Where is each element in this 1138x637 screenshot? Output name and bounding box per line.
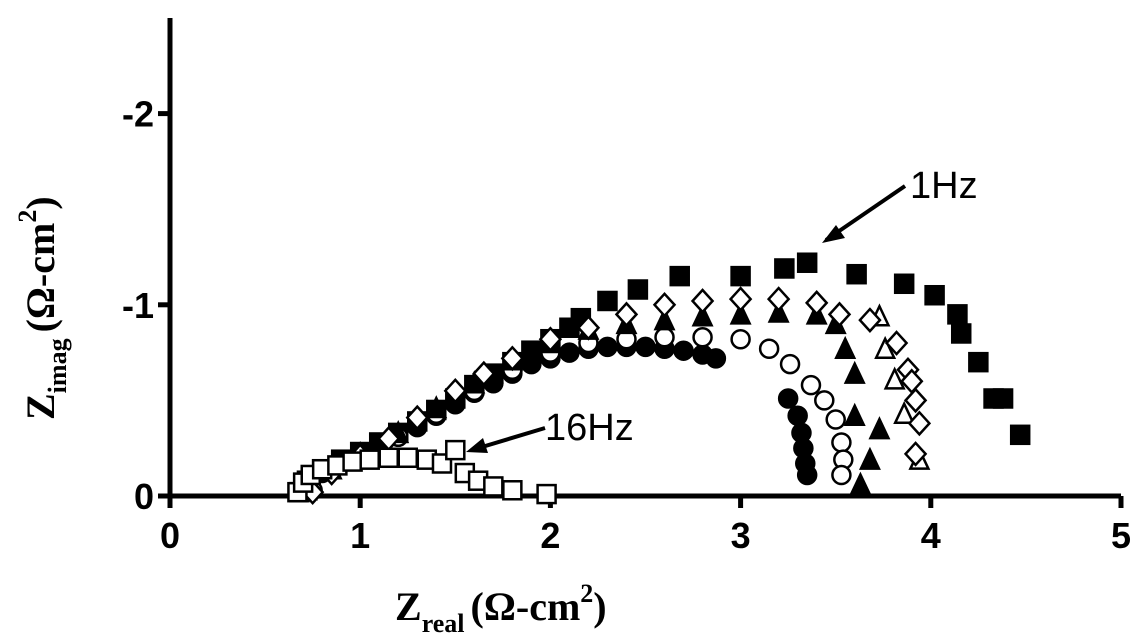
data-point [903,441,928,467]
x-label-unit: (Ω-cm [471,584,581,629]
data-point [796,252,818,273]
x-tick-label: 2 [540,515,560,556]
data-point [883,366,906,390]
x-tick-label: 4 [921,515,941,556]
data-point [576,314,601,341]
arrow-head [466,438,488,453]
data-point [834,335,857,360]
data-point [766,286,791,312]
data-point [728,286,753,312]
annotation: 16Hz [545,407,634,449]
data-point [796,464,818,486]
data-point [692,327,713,348]
data-point [800,374,822,396]
data-point [893,273,915,295]
data-point [767,299,790,323]
data-point [730,328,751,350]
data-point [654,327,675,348]
y-label-main: Z [18,393,63,420]
data-point [858,446,881,470]
data-point [521,353,542,375]
data-point [950,323,972,344]
data-point [359,449,380,470]
x-label-main: Z [395,584,422,629]
data-point [378,447,399,469]
data-point [559,342,580,363]
x-tick-label: 3 [731,515,751,556]
y-tick-label: -1 [122,285,154,326]
y-label-unit: (Ω-cm [18,223,63,333]
y-label-sup: 2 [13,210,42,223]
x-tick-label: 1 [350,515,370,556]
data-point [947,304,968,325]
x-label-close: ) [593,584,606,629]
data-point [779,353,801,375]
arrow-head [822,225,845,243]
data-point [614,301,639,328]
data-point [597,336,618,358]
data-point [774,258,795,279]
data-point [825,409,846,430]
data-point [627,279,649,300]
data-point [846,263,867,285]
data-point [884,330,909,356]
data-point [787,405,808,426]
data-point [425,395,448,419]
data-point [597,290,618,312]
data-point [777,388,799,409]
data-point [831,432,852,453]
data-point [445,439,466,461]
y-tick-label: -2 [122,94,154,135]
annotation: 1Hz [910,165,978,207]
data-point [903,387,928,414]
y-axis-label: Zimag (Ω-cm2) [13,196,72,420]
y-label-close: ) [18,196,63,209]
data-point [669,265,690,287]
data-point [635,336,656,358]
data-point [502,480,523,501]
x-tick-label: 0 [160,515,180,556]
data-point [705,348,727,369]
data-point [652,291,677,318]
data-point [483,476,504,497]
data-point [463,370,486,394]
data-point [868,416,891,440]
data-point [690,288,715,314]
x-label-sub: real [422,609,465,637]
data-point [831,464,852,486]
data-point [691,303,714,327]
data-point [827,301,852,328]
data-point [472,360,496,387]
data-point [673,340,694,361]
data-point [538,326,563,353]
data-point [992,388,1014,409]
x-axis-label: Zreal (Ω-cm2) [395,579,607,637]
data-point [843,360,866,384]
data-point [397,447,418,469]
data-point [907,410,932,437]
data-point [858,307,882,333]
y-label-sub: imag [43,338,72,393]
data-point [849,471,872,495]
y-tick-label: 0 [134,476,154,517]
data-point [968,351,989,373]
data-point [536,483,557,505]
x-label-sup: 2 [580,579,593,608]
data-point [843,402,866,426]
data-point [342,451,363,472]
data-point [893,400,916,425]
data-point [653,307,676,331]
data-point [804,290,829,316]
data-point [1009,424,1031,446]
data-point [500,345,525,372]
data-point [924,284,945,306]
data-point [814,390,835,411]
data-point [729,301,752,325]
data-point [443,377,467,404]
data-point [758,338,780,360]
x-tick-label: 5 [1111,515,1131,556]
data-point [405,404,429,431]
data-point [730,265,751,287]
